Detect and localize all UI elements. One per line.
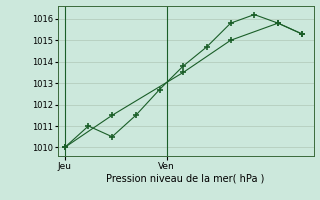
X-axis label: Pression niveau de la mer( hPa ): Pression niveau de la mer( hPa )	[107, 173, 265, 183]
